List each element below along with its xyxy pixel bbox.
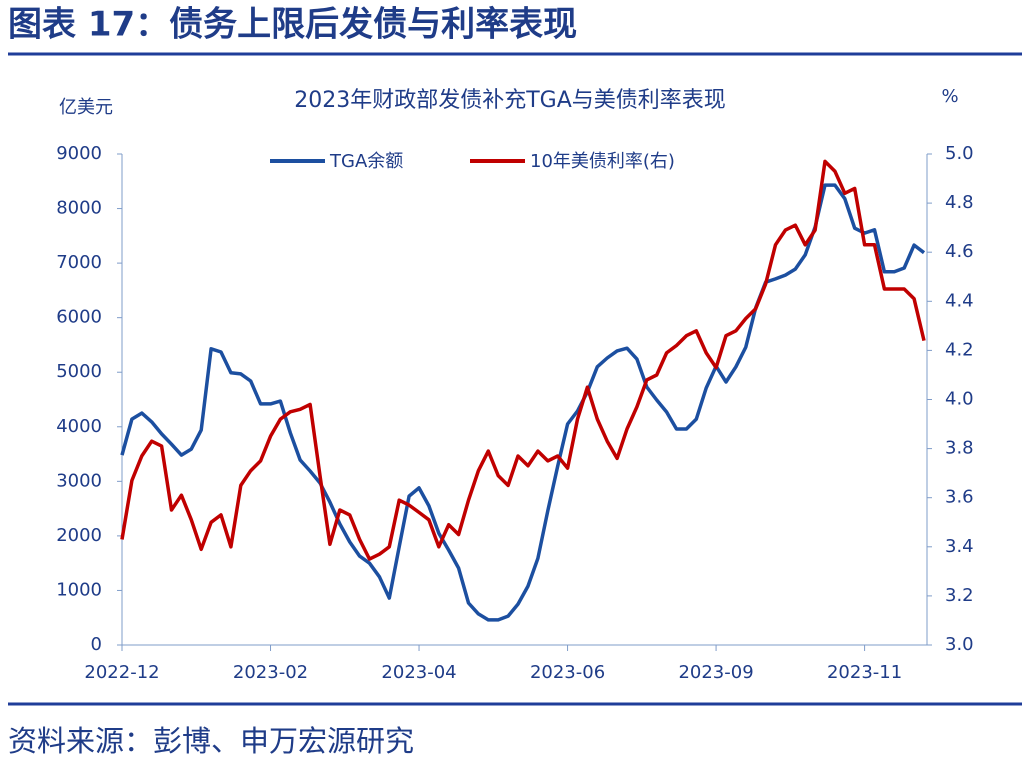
page-title: 图表 17：债务上限后发债与利率表现 [8, 5, 577, 45]
y2-tick-label: 3.8 [945, 438, 974, 459]
y-tick-label: 1000 [56, 579, 102, 600]
legend-label: 10年美债利率(右) [530, 151, 675, 172]
y-tick-label: 5000 [56, 361, 102, 382]
y-tick-label: 9000 [56, 143, 102, 164]
x-tick-label: 2023-09 [678, 662, 753, 683]
y2-tick-label: 3.2 [945, 585, 974, 606]
legend-label: TGA余额 [329, 151, 403, 172]
y2-tick-label: 4.6 [945, 241, 974, 262]
y2-tick-label: 4.2 [945, 339, 974, 360]
y2-tick-label: 3.4 [945, 536, 974, 557]
y-tick-label: 3000 [56, 470, 102, 491]
y2-tick-label: 3.6 [945, 487, 974, 508]
y2-tick-label: 4.4 [945, 290, 974, 311]
y-tick-label: 4000 [56, 416, 102, 437]
series-line [120, 183, 926, 622]
y-tick-label: 6000 [56, 307, 102, 328]
chart-title: 2023年财政部发债补充TGA与美债利率表现 [294, 88, 726, 113]
y2-tick-label: 4.8 [945, 192, 974, 213]
x-tick-label: 2023-02 [233, 662, 308, 683]
source-note: 资料来源：彭博、申万宏源研究 [8, 724, 414, 758]
x-tick-label: 2023-04 [381, 662, 456, 683]
y-tick-label: 8000 [56, 198, 102, 219]
y-tick-label: 0 [91, 634, 102, 655]
series-line [120, 159, 926, 561]
y2-tick-label: 3.0 [945, 634, 974, 655]
y-tick-label: 2000 [56, 525, 102, 546]
x-tick-label: 2023-06 [530, 662, 605, 683]
y-tick-label: 7000 [56, 252, 102, 273]
x-tick-label: 2023-11 [827, 662, 902, 683]
x-tick-label: 2022-12 [84, 662, 159, 683]
y2-tick-label: 4.0 [945, 389, 974, 410]
y2-tick-label: 5.0 [945, 143, 974, 164]
y-axis-label: 亿美元 [59, 97, 113, 118]
y2-axis-label: % [941, 86, 958, 107]
